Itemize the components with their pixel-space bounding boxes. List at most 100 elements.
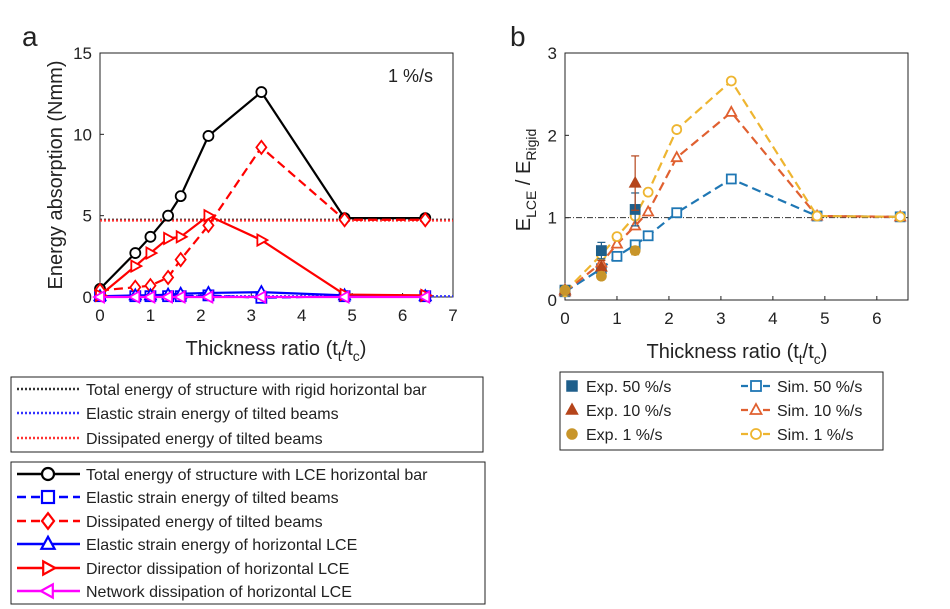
panel-a-point-4-6 bbox=[256, 233, 270, 248]
panel-b-point-5-2 bbox=[629, 245, 641, 257]
panel-a-point-5-0 bbox=[92, 289, 105, 305]
panel-b-point-0-5 bbox=[671, 207, 683, 219]
panel-a-point-0-3 bbox=[162, 209, 174, 222]
panel-a-point-0-6 bbox=[255, 86, 268, 98]
legend-a-label-2: Dissipated energy of tilted beams bbox=[86, 514, 323, 531]
panel-a-xlabel-end: ) bbox=[360, 338, 367, 360]
panel-b-xlabel-mid: /t bbox=[803, 341, 815, 363]
panel-a-point-2-8 bbox=[419, 211, 432, 228]
panel-b-xlabel: Thickness ratio (tt/tc) bbox=[647, 341, 828, 367]
legend-b-sim-marker-2 bbox=[750, 428, 762, 440]
legend-a-reference-label-2: Dissipated energy of tilted beams bbox=[86, 431, 323, 448]
panel-a-point-2-5 bbox=[202, 217, 215, 234]
panel-a-point-0-5 bbox=[202, 130, 215, 142]
panel-b-point-4-2 bbox=[628, 175, 642, 188]
legend-a-swatch-marker-1 bbox=[40, 489, 56, 505]
panel-a-xlabel: Thickness ratio (tt/tc) bbox=[186, 338, 367, 364]
panel-b-point-0-2 bbox=[611, 250, 623, 262]
panel-a-ytick-label-3: 15 bbox=[73, 44, 92, 63]
legend-b-box bbox=[559, 371, 884, 451]
legend-a-reference: Total energy of structure with rigid hor… bbox=[10, 376, 484, 453]
legend-b-sim-label-1: Sim. 10 %/s bbox=[777, 403, 862, 420]
panel-a-xlabel-sub1: t bbox=[338, 348, 342, 364]
panel-b-ylabel-sub1: LCE bbox=[523, 191, 539, 218]
panel-b-point-1-6 bbox=[724, 105, 738, 117]
panel-a-point-2-4 bbox=[174, 251, 187, 268]
panel-a-point-4-1 bbox=[130, 259, 144, 274]
panel-a-series bbox=[92, 86, 434, 305]
legend-a-reference-label-0: Total energy of structure with rigid hor… bbox=[86, 382, 427, 399]
legend-a-reference-box bbox=[10, 376, 484, 453]
legend-b-exp-marker-0 bbox=[566, 380, 578, 392]
panel-a-point-5-5 bbox=[200, 289, 214, 305]
panel-b-xtick-label-2: 2 bbox=[664, 309, 673, 328]
panel-a-point-2-7 bbox=[338, 211, 351, 228]
panel-a-ytick-label-1: 5 bbox=[83, 207, 92, 226]
panel-b-point-2-4 bbox=[642, 186, 654, 198]
legend-a-label-0: Total energy of structure with LCE horiz… bbox=[86, 467, 428, 484]
panel-a-ytick-label-0: 0 bbox=[83, 288, 92, 307]
panel-b-point-2-6 bbox=[725, 75, 737, 87]
panel-b-series-line-1 bbox=[564, 110, 901, 293]
panel-b-ytick-label-3: 3 bbox=[548, 44, 557, 63]
panel-b-xtick-label-6: 6 bbox=[872, 309, 881, 328]
panel-b-letter: b bbox=[510, 21, 526, 52]
legend-a-simulation: Total energy of structure with LCE horiz… bbox=[10, 461, 486, 605]
panel-a-point-5-8 bbox=[417, 289, 431, 305]
panel-a-point-0-4 bbox=[174, 190, 187, 203]
panel-b-point-2-7 bbox=[811, 210, 823, 222]
panel-a-point-5-4 bbox=[172, 289, 186, 305]
panel-b-xtick-label-3: 3 bbox=[716, 309, 725, 328]
panel-b-axes-box bbox=[564, 52, 909, 301]
legend-a-swatch-marker-3 bbox=[39, 534, 57, 550]
legend-a-simulation-box bbox=[10, 461, 486, 605]
panel-a-ylabel: Energy absorption (Nmm) bbox=[45, 61, 67, 290]
panel-b-point-2-8 bbox=[894, 211, 906, 223]
panel-a-ticks: 0 1 2 3 4 5 6 7 0 5 10 15 bbox=[73, 44, 458, 325]
panel-a-point-5-1 bbox=[127, 289, 141, 305]
panel-a-xtick-label-1: 1 bbox=[146, 306, 155, 325]
legend-a-swatch-marker-5 bbox=[38, 582, 54, 600]
legend-b-exp-label-1: Exp. 10 %/s bbox=[586, 403, 671, 420]
panel-a-point-4-4 bbox=[175, 229, 189, 244]
legend-b: Exp. 50 %/s Exp. 10 %/s Exp. 1 %/s Sim. … bbox=[559, 371, 884, 451]
legend-b-exp-marker-1 bbox=[565, 402, 579, 415]
panel-b-ytick-label-2: 2 bbox=[548, 126, 557, 145]
legend-a-swatch-marker-4 bbox=[42, 559, 58, 577]
panel-a-point-4-2 bbox=[145, 246, 159, 261]
panel-b-xtick-label-4: 4 bbox=[768, 309, 777, 328]
panel-b-xlabel-main: Thickness ratio (t bbox=[647, 341, 800, 363]
legend-a-swatch-marker-2 bbox=[40, 511, 56, 531]
panel-a-series-line-0 bbox=[99, 90, 426, 290]
panel-b-point-0-4 bbox=[642, 230, 654, 242]
panel-b-xlabel-sub2: c bbox=[814, 351, 821, 367]
panel-a-point-4-5 bbox=[203, 208, 217, 223]
panel-a-point-0-2 bbox=[144, 230, 157, 243]
panel-b-point-1-5 bbox=[670, 150, 684, 163]
legend-a-label-1: Elastic strain energy of tilted beams bbox=[86, 490, 339, 507]
panel-b-point-3-1 bbox=[595, 245, 607, 257]
panel-a-ytick-label-2: 10 bbox=[73, 125, 92, 144]
panel-a-xtick-label-2: 2 bbox=[196, 306, 205, 325]
panel-b-point-5-0 bbox=[559, 284, 571, 296]
legend-b-entries bbox=[565, 380, 772, 440]
legend-a-label-5: Network dissipation of horizontal LCE bbox=[86, 584, 352, 601]
panel-a-point-5-2 bbox=[142, 289, 156, 305]
legend-a-label-4: Director dissipation of horizontal LCE bbox=[86, 561, 349, 578]
legend-a-swatch-marker-0 bbox=[40, 466, 56, 482]
panel-a-xlabel-mid: /t bbox=[342, 338, 354, 360]
panel-a-point-5-6 bbox=[253, 289, 267, 305]
panel-a-point-0-1 bbox=[129, 247, 142, 259]
panel-a-xlabel-sub2: c bbox=[353, 348, 360, 364]
panel-b-xtick-label-1: 1 bbox=[612, 309, 621, 328]
panel-b-ylabel-e1: E bbox=[513, 218, 535, 231]
panel-a-point-2-3 bbox=[161, 269, 175, 286]
panel-b-point-2-2 bbox=[611, 231, 623, 243]
panel-a-plot: 0 1 2 3 4 5 6 7 0 5 10 15 1 %/s bbox=[73, 44, 458, 325]
panel-b-point-1-4 bbox=[641, 204, 655, 217]
panel-a-xtick-label-0: 0 bbox=[95, 306, 104, 325]
panel-a-xtick-label-4: 4 bbox=[297, 306, 306, 325]
panel-a-point-2-6 bbox=[255, 139, 268, 156]
panel-a-xtick-label-3: 3 bbox=[247, 306, 256, 325]
